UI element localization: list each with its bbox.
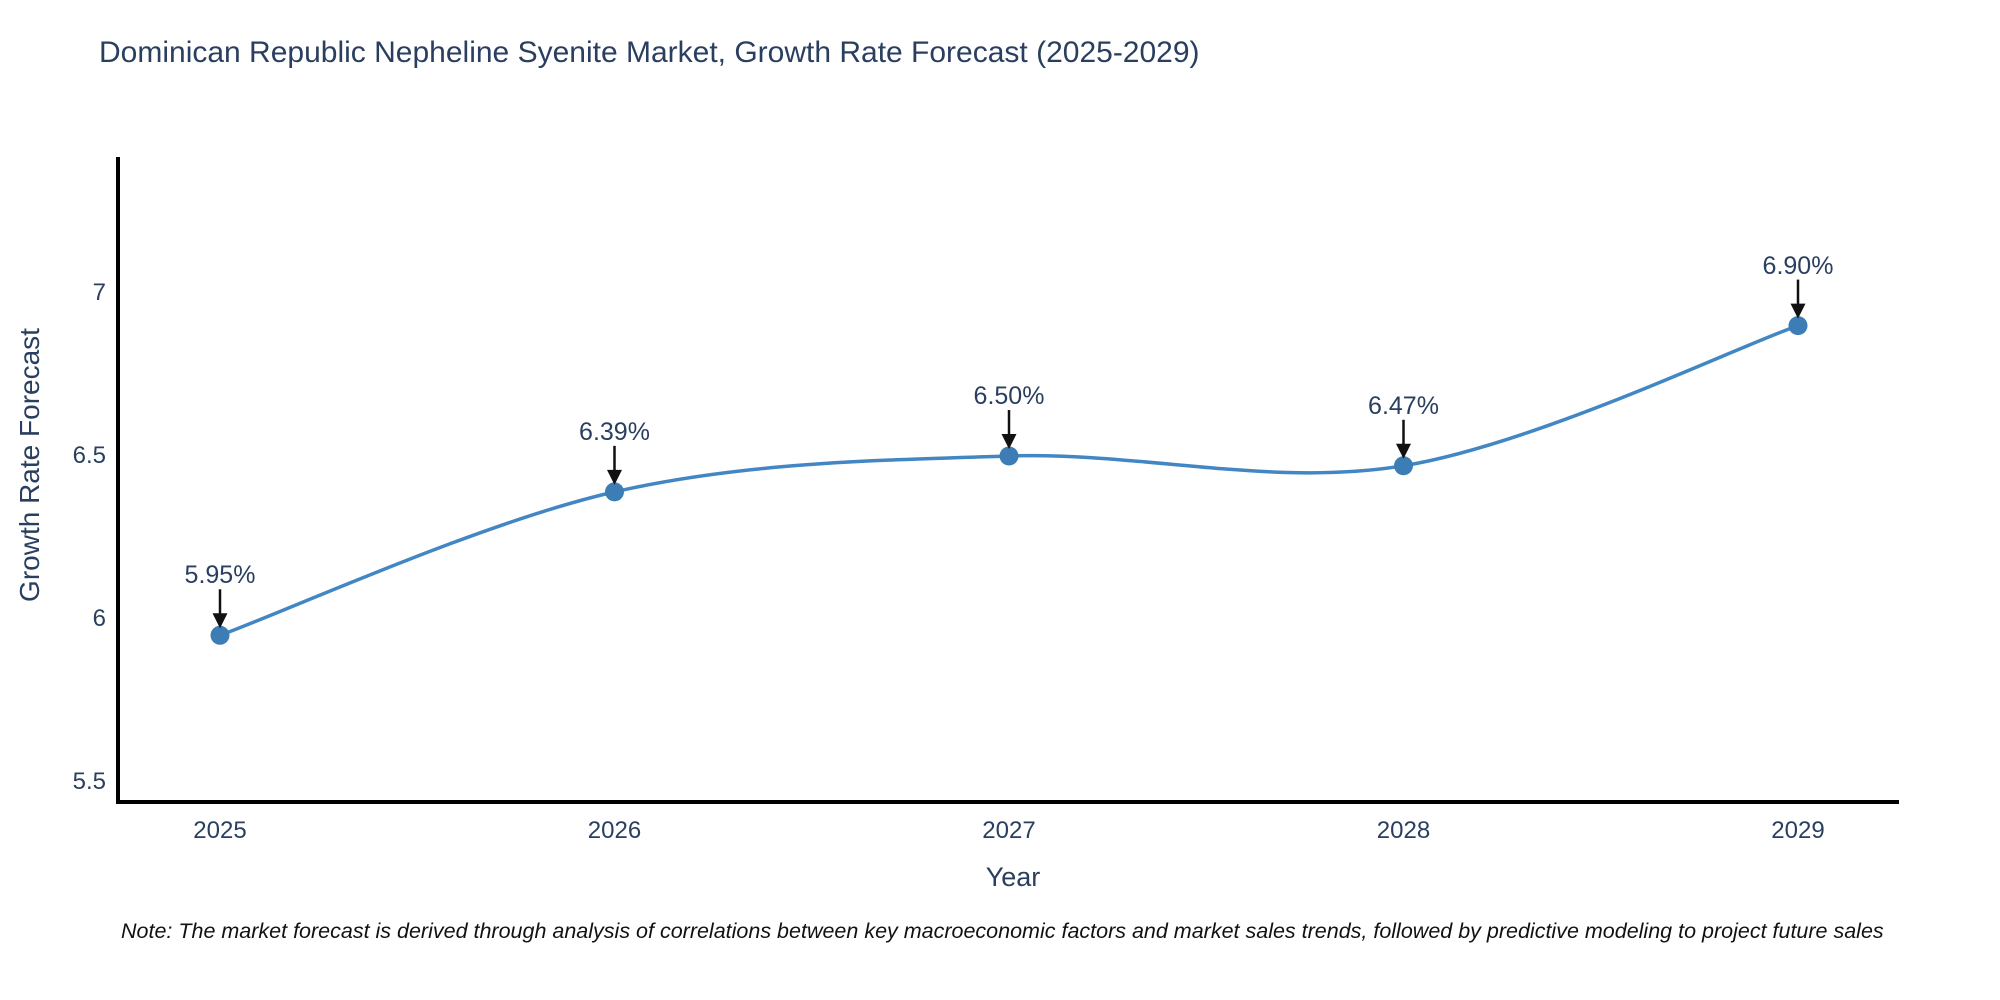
x-axis-tick-label: 2029 <box>1771 817 1825 844</box>
forecast-line <box>219 323 1799 637</box>
data-point-marker <box>1788 316 1808 336</box>
data-point-label: 6.47% <box>1368 391 1439 420</box>
data-point-marker <box>1394 456 1413 476</box>
y-axis-tick-label: 6.5 <box>72 442 106 469</box>
x-axis-tick-label: 2026 <box>587 817 642 844</box>
x-axis-tick-label: 2028 <box>1376 817 1431 844</box>
annotation-arrowhead <box>607 469 622 485</box>
x-axis-tick-label: 2027 <box>982 817 1036 844</box>
data-point-label: 6.90% <box>1762 251 1834 280</box>
y-axis-tick-label: 7 <box>92 279 106 306</box>
y-axis-tick-label: 5.5 <box>72 768 106 795</box>
footnote: Note: The market forecast is derived thr… <box>121 919 1884 943</box>
data-point-label: 6.39% <box>579 417 650 446</box>
data-point-label: 6.50% <box>973 382 1045 410</box>
data-point-marker <box>605 482 624 502</box>
annotation-arrowhead <box>1790 303 1806 319</box>
y-axis-tick-label: 6 <box>92 605 106 632</box>
annotation-arrowhead <box>212 613 228 629</box>
data-point-marker <box>210 625 230 645</box>
annotation-arrowhead <box>1396 443 1411 459</box>
annotation-arrowhead <box>1001 434 1017 449</box>
chart-title: Dominican Republic Nepheline Syenite Mar… <box>99 36 1200 69</box>
x-axis-tick-label: 2025 <box>193 817 247 844</box>
x-axis-title: Year <box>985 862 1041 892</box>
forecast-series <box>210 316 1808 645</box>
data-point-marker <box>999 446 1019 466</box>
data-point-label: 5.95% <box>184 561 256 590</box>
annotations-layer <box>212 279 1806 629</box>
